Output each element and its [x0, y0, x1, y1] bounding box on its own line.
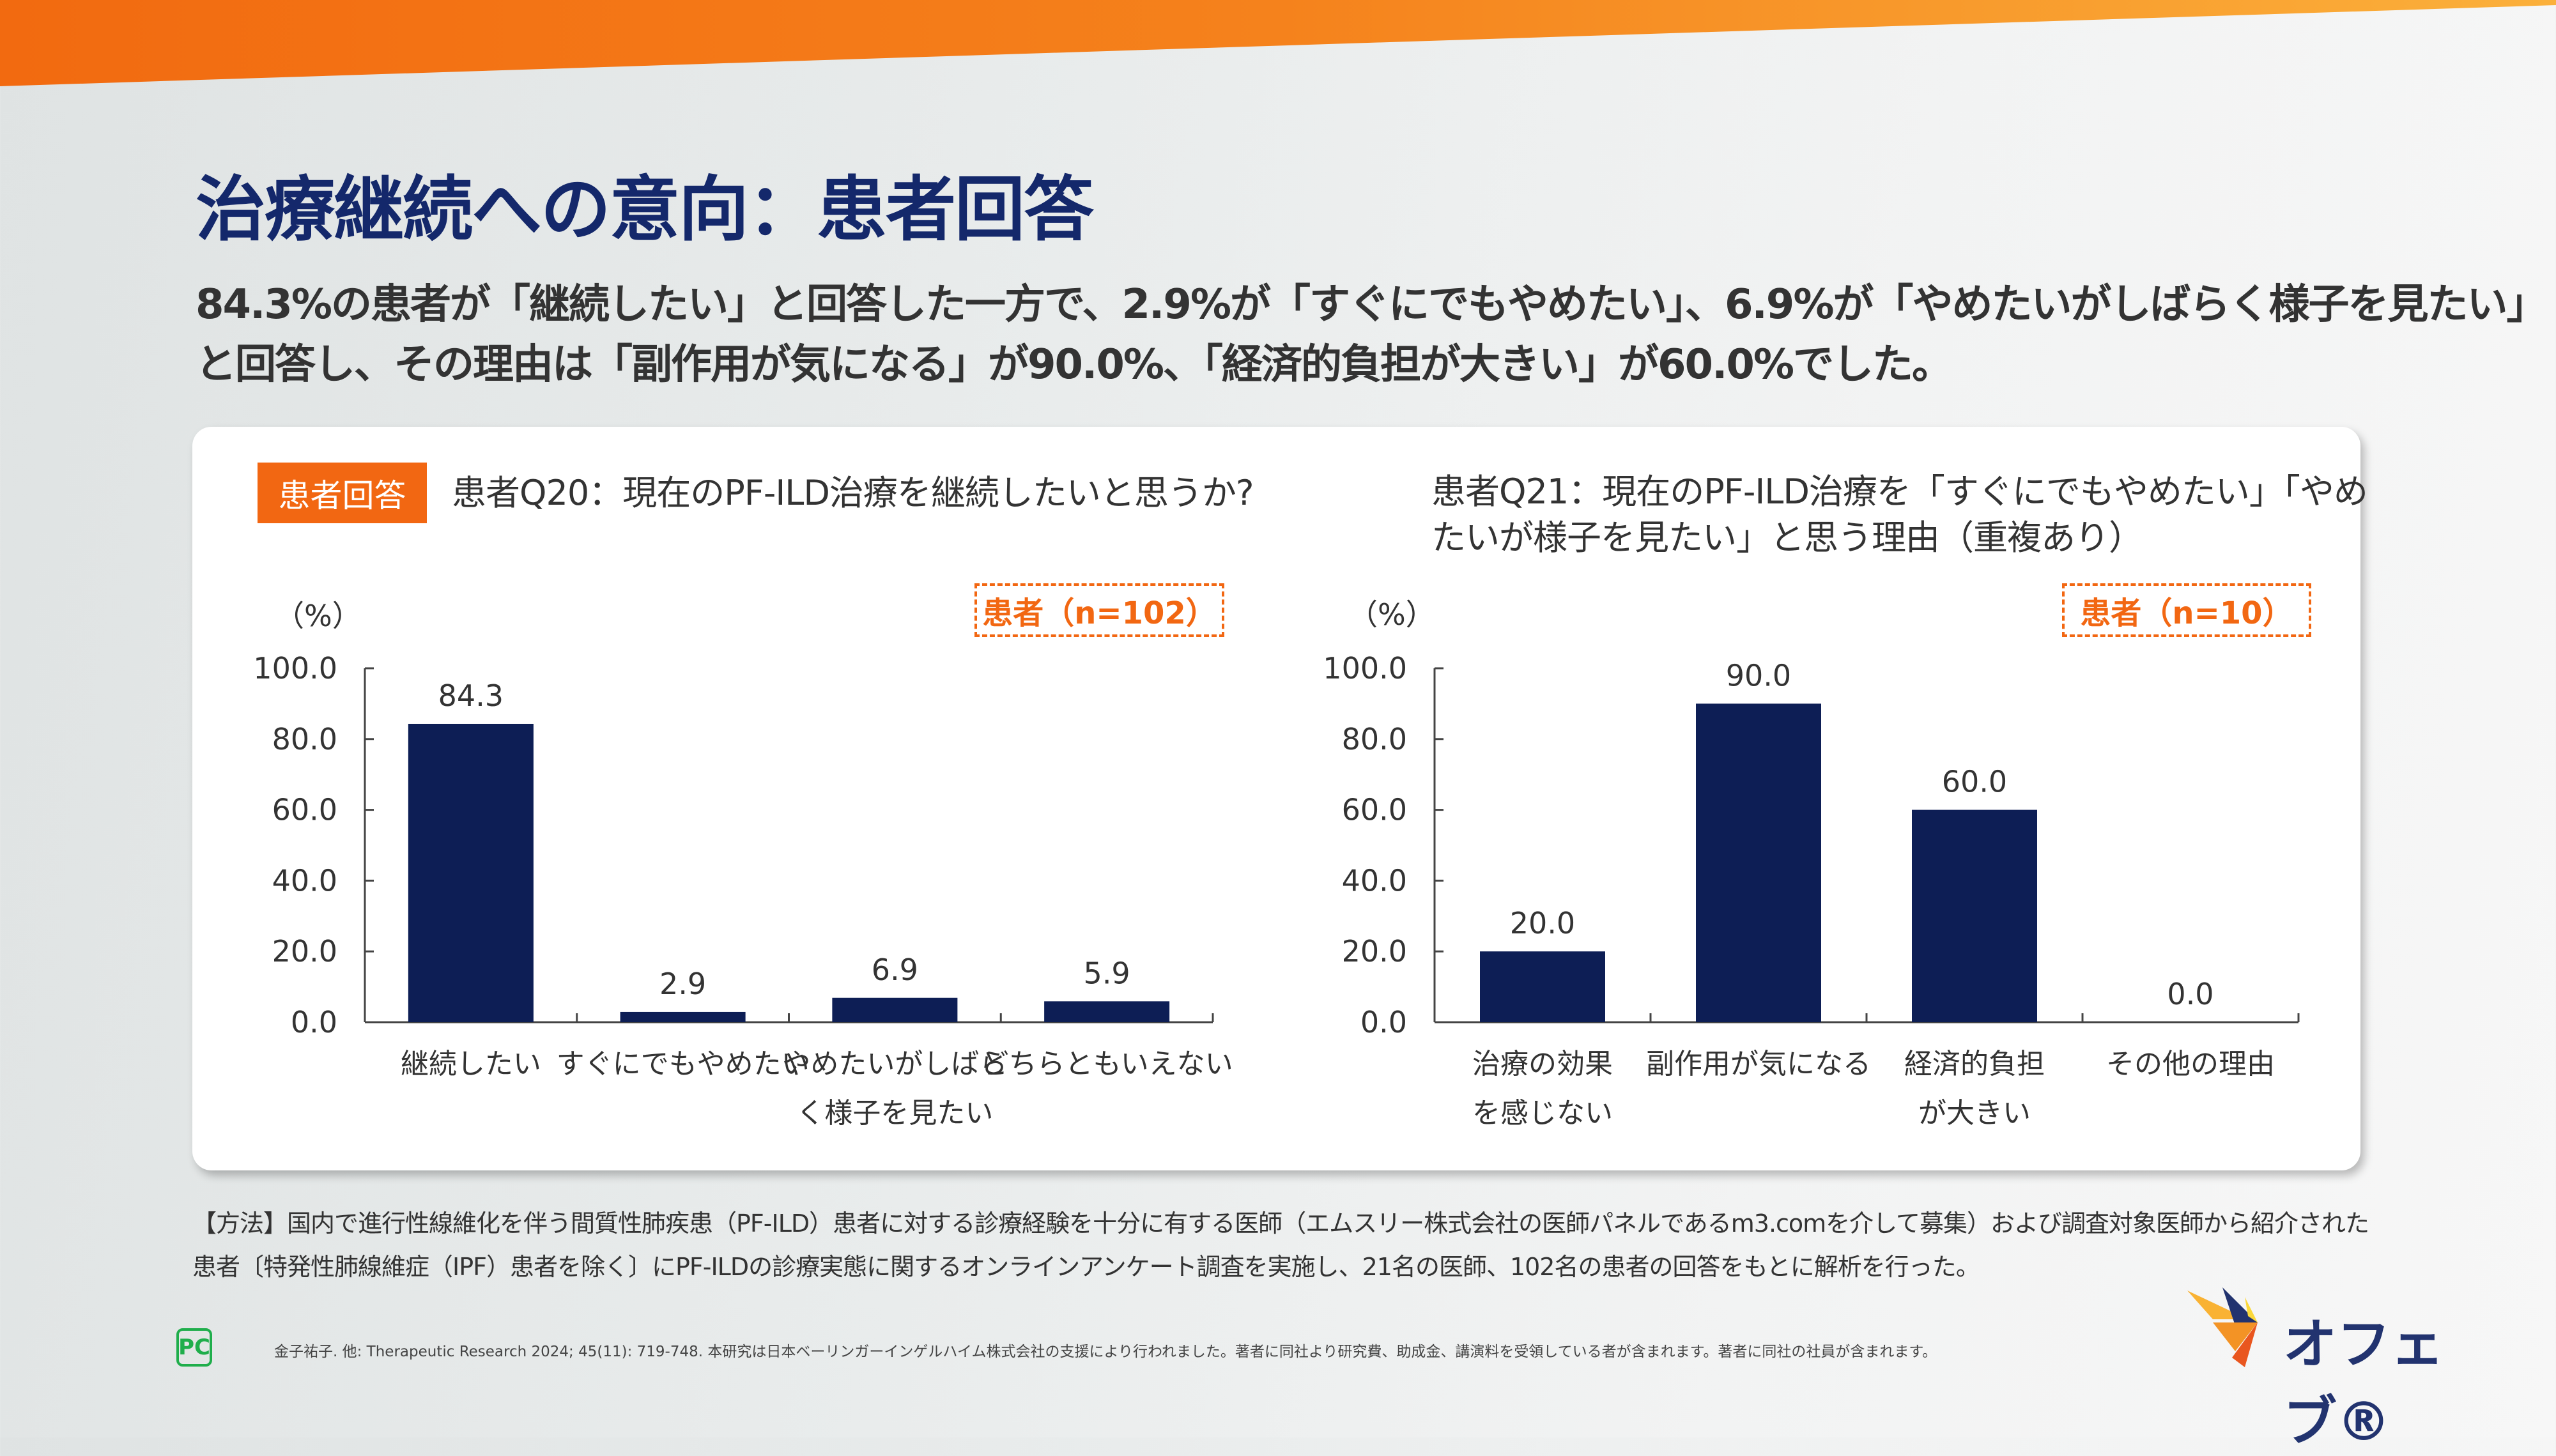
- summary-line-1: 84.3%の患者が「継続したい」と回答した一方で、2.9%が「すぐにでもやめたい…: [196, 281, 2547, 328]
- bar: [1912, 809, 2037, 1022]
- patient-answer-tag: 患者回答: [258, 463, 427, 523]
- y-tick-label: 60.0: [272, 793, 337, 827]
- ofev-logo: オフェブ®: [2187, 1287, 2462, 1453]
- data-label: 20.0: [1510, 906, 1575, 940]
- chart2-title-line-1: 患者Q21：現在のPF-ILD治療を「すぐにでもやめたい」「やめ: [1431, 471, 2368, 512]
- category-label: 継続したい: [401, 1048, 541, 1080]
- chart2-n-label: 患者（n=10）: [2062, 583, 2311, 637]
- chart-card: [192, 427, 2360, 1170]
- category-label: やめたいがしばら: [782, 1048, 1007, 1080]
- chart2-ylabel: （%）: [1348, 597, 1435, 632]
- bar: [1044, 1001, 1170, 1022]
- method-line-1: 【方法】国内で進行性線維化を伴う間質性肺疾患（PF-ILD）患者に対する診療経験…: [192, 1209, 2369, 1238]
- chart1-n-label: 患者（n=102）: [974, 583, 1224, 637]
- pc-icon: PC: [176, 1328, 212, 1367]
- data-label: 5.9: [1084, 956, 1130, 990]
- logo-wing-icon: [2187, 1287, 2258, 1367]
- y-tick-label: 40.0: [1342, 863, 1407, 898]
- y-tick-label: 80.0: [272, 722, 337, 756]
- y-tick-label: 0.0: [291, 1005, 337, 1039]
- data-label: 2.9: [659, 967, 706, 1001]
- bar: [620, 1011, 746, 1022]
- data-label: 90.0: [1726, 658, 1791, 693]
- summary-line-2: と回答し、その理由は「副作用が気になる」が90.0%、「経済的負担が大きい」が6…: [196, 341, 1953, 388]
- category-label: すぐにでもやめたい: [557, 1048, 810, 1080]
- category-label: く様子を見たい: [796, 1097, 993, 1130]
- category-label: 副作用が気になる: [1646, 1048, 1871, 1080]
- y-tick-label: 0.0: [1360, 1005, 1407, 1039]
- method-line-2: 患者〔特発性肺線維症（IPF）患者を除く〕にPF-ILDの診療実態に関するオンラ…: [192, 1253, 1980, 1281]
- chart2-title-line-2: たいが様子を見たい」と思う理由（重複あり）: [1431, 517, 2143, 558]
- y-tick-label: 60.0: [1342, 793, 1407, 827]
- category-label: 治療の効果: [1472, 1048, 1613, 1080]
- data-label: 84.3: [438, 678, 504, 713]
- bar: [408, 723, 534, 1022]
- bar: [1480, 951, 1605, 1022]
- y-tick-label: 100.0: [253, 651, 337, 686]
- category-label: が大きい: [1918, 1097, 2031, 1130]
- page-title: 治療継続への意向：患者回答: [196, 169, 1094, 250]
- bar: [832, 997, 958, 1022]
- category-label: どちらともいえない: [981, 1048, 1233, 1080]
- chart1-ylabel: （%）: [275, 599, 362, 633]
- category-label: を感じない: [1472, 1097, 1613, 1130]
- y-tick-label: 20.0: [1342, 934, 1407, 969]
- category-label: その他の理由: [2106, 1048, 2275, 1080]
- y-tick-label: 20.0: [272, 934, 337, 969]
- y-tick-label: 40.0: [272, 863, 337, 898]
- data-label: 6.9: [872, 953, 918, 987]
- data-label: 0.0: [2167, 977, 2213, 1011]
- y-tick-label: 80.0: [1342, 722, 1407, 756]
- logo-text: オフェブ®: [2283, 1313, 2445, 1453]
- citation: 金子祐子. 他: Therapeutic Research 2024; 45(1…: [274, 1344, 1937, 1360]
- chart1-title: 患者Q20：現在のPF-ILD治療を継続したいと思うか?: [452, 473, 1254, 513]
- data-label: 60.0: [1942, 765, 2007, 799]
- category-label: 経済的負担: [1904, 1048, 2045, 1080]
- y-tick-label: 100.0: [1323, 651, 1407, 686]
- bar: [1696, 703, 1821, 1022]
